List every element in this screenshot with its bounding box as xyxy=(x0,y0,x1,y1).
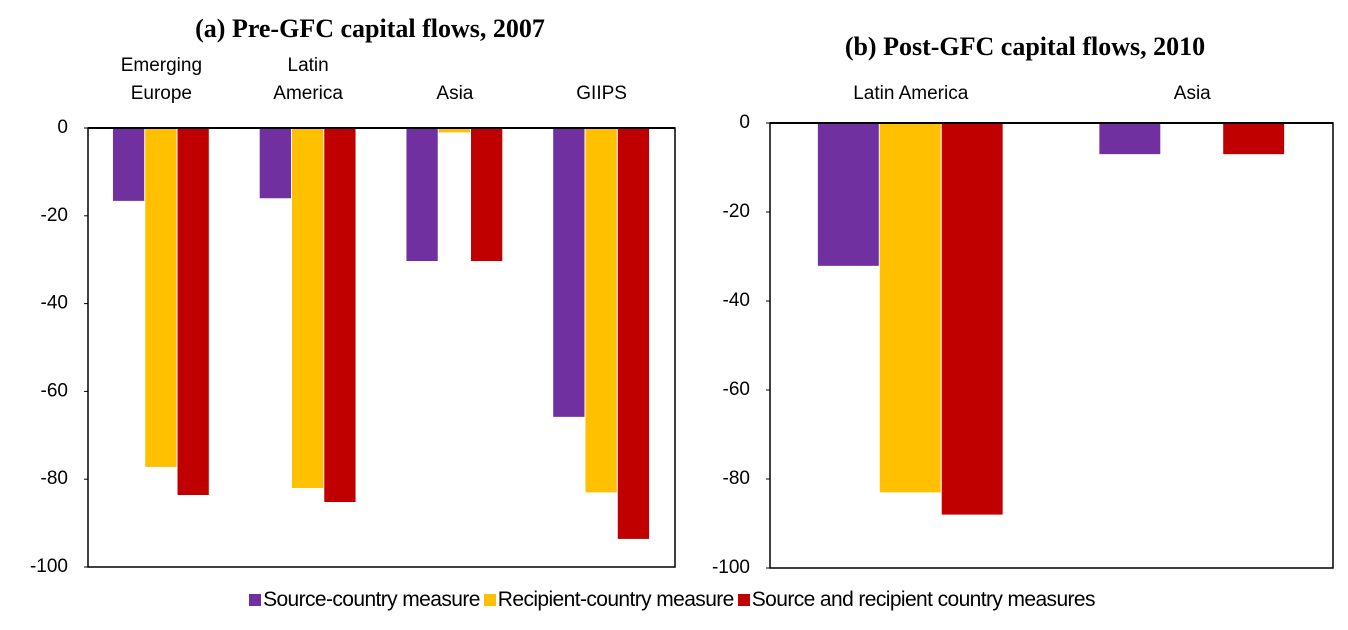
bar xyxy=(1099,123,1161,155)
legend-swatch xyxy=(249,594,262,606)
bar xyxy=(585,128,617,493)
legend-item: Source and recipient country measures xyxy=(737,588,1096,612)
legend-swatch xyxy=(483,594,496,606)
bar xyxy=(145,128,177,467)
bar xyxy=(471,128,503,262)
legend: Source-country measure Recipient-country … xyxy=(0,588,1348,612)
bar xyxy=(1223,123,1285,155)
legend-swatch xyxy=(737,594,750,606)
bar xyxy=(941,123,1003,515)
y-tick-label: -60 xyxy=(723,379,750,400)
legend-label: Source and recipient country measures xyxy=(751,588,1096,611)
legend-label: Recipient-country measure xyxy=(497,588,735,611)
category-label: Latin America xyxy=(273,55,343,104)
category-label: Emerging Europe xyxy=(120,55,203,104)
y-tick-label: -60 xyxy=(41,380,68,401)
bar xyxy=(406,128,438,262)
bar xyxy=(879,123,941,493)
chart-title: (b) Post-GFC capital flows, 2010 xyxy=(844,32,1206,61)
y-tick-label: -100 xyxy=(712,557,750,578)
bar xyxy=(177,128,209,496)
y-tick-label: -20 xyxy=(41,205,68,226)
y-tick-label: 0 xyxy=(739,112,750,133)
bar xyxy=(112,128,145,201)
bar xyxy=(259,128,291,199)
category-label: Latin America xyxy=(853,83,969,104)
legend-label: Source-country measure xyxy=(263,588,480,611)
chart-title: (a) Pre-GFC capital flows, 2007 xyxy=(195,14,545,43)
bar xyxy=(617,128,650,539)
category-label: Asia xyxy=(436,83,474,104)
category-label: GIIPS xyxy=(576,83,627,104)
y-tick-label: -80 xyxy=(723,468,750,489)
bar xyxy=(291,128,324,488)
bar xyxy=(553,128,585,417)
legend-item: Recipient-country measure xyxy=(483,588,735,612)
category-label: Asia xyxy=(1173,83,1211,104)
y-tick-label: -100 xyxy=(30,556,68,577)
bar xyxy=(324,128,356,503)
y-tick-label: -40 xyxy=(723,290,750,311)
bar xyxy=(817,123,879,266)
legend-item: Source-country measure xyxy=(249,588,480,612)
y-tick-label: -20 xyxy=(723,201,750,222)
y-tick-label: -40 xyxy=(41,293,68,314)
y-tick-label: -80 xyxy=(41,468,68,489)
bar xyxy=(438,128,471,133)
y-tick-label: 0 xyxy=(57,117,68,138)
